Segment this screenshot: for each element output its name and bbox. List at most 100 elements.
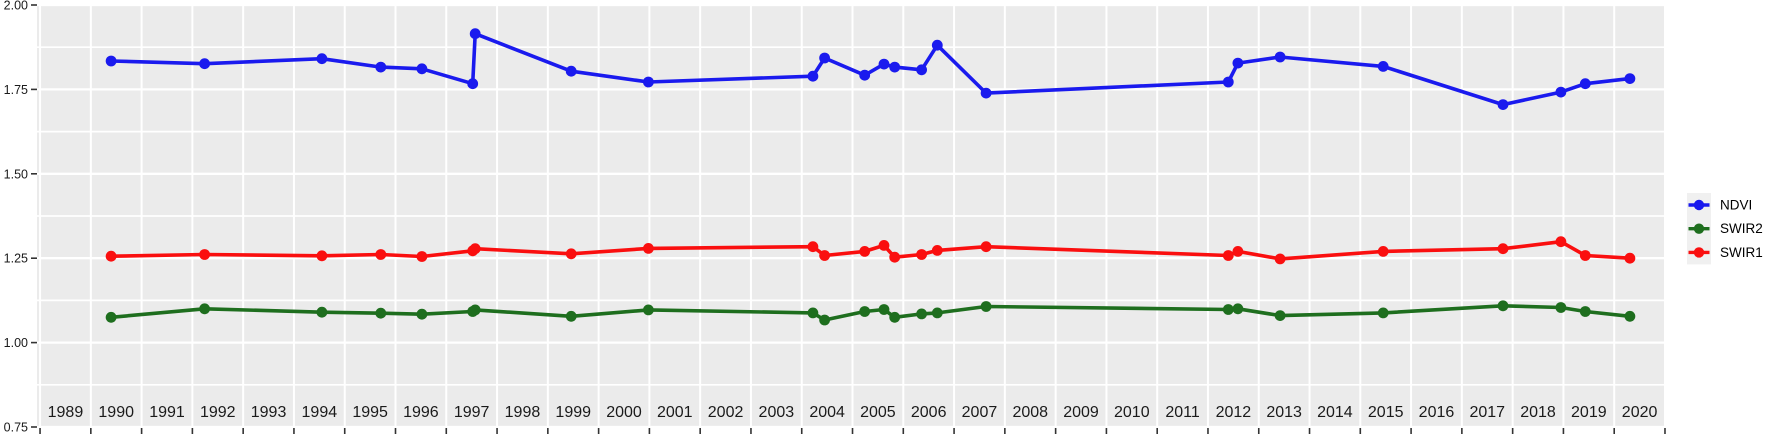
data-point-SWIR1	[105, 250, 117, 262]
y-axis-labels: 2.00 1.75 1.50 1.25 1.00 0.75	[4, 0, 28, 435]
data-point-SWIR1	[931, 245, 943, 256]
data-point-SWIR2	[931, 307, 943, 319]
legend-entry-SWIR1: SWIR1	[1687, 240, 1763, 265]
x-axis-label: 2002	[708, 404, 744, 421]
legend-key-point	[1693, 247, 1705, 258]
data-point-SWIR2	[1222, 304, 1234, 315]
x-axis-label: 2001	[657, 404, 693, 421]
y-axis-label: 1.50	[4, 167, 28, 181]
data-point-NDVI	[1274, 51, 1286, 63]
data-point-SWIR2	[819, 314, 830, 326]
data-point-SWIR2	[316, 306, 328, 318]
data-point-SWIR2	[416, 308, 428, 320]
x-axis-label: 2015	[1368, 404, 1404, 421]
data-point-NDVI	[1377, 61, 1389, 72]
x-axis-label: 2000	[606, 404, 642, 421]
data-point-SWIR2	[916, 308, 927, 320]
data-point-SWIR2	[643, 304, 654, 316]
data-point-SWIR1	[807, 241, 819, 253]
data-point-SWIR1	[1377, 246, 1389, 257]
data-point-NDVI	[931, 39, 943, 51]
x-axis-label: 2007	[962, 404, 998, 421]
data-point-SWIR2	[1555, 302, 1567, 313]
x-axis-label: 2003	[759, 404, 795, 421]
data-point-NDVI	[416, 63, 428, 75]
data-point-SWIR1	[1232, 246, 1244, 257]
data-point-NDVI	[980, 87, 992, 99]
data-point-SWIR1	[643, 243, 654, 254]
data-point-SWIR1	[565, 248, 577, 260]
data-point-SWIR1	[316, 250, 328, 262]
data-point-SWIR1	[1222, 250, 1234, 261]
data-point-SWIR1	[1497, 243, 1509, 255]
data-point-NDVI	[199, 58, 211, 70]
data-point-NDVI	[565, 65, 577, 77]
x-axis-label: 1991	[149, 404, 185, 421]
x-axis-label: 1998	[505, 404, 541, 421]
data-point-NDVI	[316, 53, 328, 65]
data-point-SWIR1	[416, 251, 428, 262]
x-axis-label: 2009	[1063, 404, 1099, 421]
data-point-SWIR1	[469, 243, 481, 255]
data-point-SWIR2	[1274, 310, 1286, 321]
series-SWIR1	[105, 236, 1636, 265]
data-point-SWIR1	[1555, 236, 1567, 248]
data-point-SWIR2	[878, 304, 890, 315]
x-axis-label: 2006	[911, 404, 947, 421]
x-axis-label: 2019	[1571, 404, 1607, 421]
x-axis-label: 2010	[1114, 404, 1150, 421]
data-point-SWIR2	[199, 303, 211, 315]
x-axis-label: 2013	[1266, 404, 1302, 421]
x-axis-label: 2017	[1469, 404, 1505, 421]
data-point-SWIR2	[1579, 306, 1591, 317]
x-axis-label: 2005	[860, 404, 896, 421]
data-point-SWIR1	[1624, 252, 1636, 264]
x-axis-label: 2016	[1419, 404, 1455, 421]
series-SWIR2	[105, 300, 1636, 326]
legend-entry-SWIR2: SWIR2	[1687, 216, 1763, 241]
data-point-SWIR1	[916, 249, 927, 260]
data-point-SWIR2	[469, 304, 481, 316]
legend-entry-NDVI: NDVI	[1687, 193, 1752, 217]
legend-label-NDVI: NDVI	[1720, 198, 1752, 213]
data-point-SWIR2	[1497, 300, 1509, 312]
data-point-SWIR2	[1232, 303, 1244, 315]
data-point-NDVI	[916, 64, 927, 76]
data-point-NDVI	[467, 78, 479, 90]
data-point-NDVI	[1497, 99, 1509, 110]
data-point-NDVI	[859, 69, 871, 81]
data-point-NDVI	[889, 61, 901, 73]
data-point-SWIR1	[1579, 250, 1591, 261]
data-point-NDVI	[878, 58, 890, 70]
legend-key-point	[1693, 199, 1705, 211]
data-point-NDVI	[1555, 86, 1567, 98]
data-point-SWIR1	[1274, 253, 1286, 265]
data-point-NDVI	[105, 55, 117, 67]
x-axis-label: 1989	[48, 404, 84, 421]
x-axis-label: 2020	[1622, 404, 1658, 421]
legend-label-SWIR2: SWIR2	[1720, 221, 1763, 236]
x-axis-label: 1997	[454, 404, 490, 421]
data-point-SWIR1	[889, 251, 901, 263]
data-point-SWIR2	[859, 306, 871, 317]
data-point-NDVI	[1624, 73, 1636, 84]
data-point-NDVI	[1222, 76, 1234, 88]
data-point-NDVI	[1579, 78, 1591, 90]
data-point-SWIR2	[980, 301, 992, 312]
data-point-SWIR1	[199, 249, 211, 260]
data-point-SWIR1	[878, 240, 890, 251]
x-axis-label: 1999	[555, 404, 591, 421]
x-axis-label: 2018	[1520, 404, 1556, 421]
x-axis-label: 1990	[98, 404, 134, 421]
data-point-SWIR2	[1377, 307, 1389, 319]
y-axis-label: 2.00	[4, 0, 28, 13]
x-axis-labels: 1989 1990 1991 1992 1993 1994 1995 1996 1997 1998…	[48, 404, 1658, 421]
y-axis-label: 1.75	[4, 83, 28, 97]
x-axis-label: 1995	[352, 404, 388, 421]
legend: NDVI SWIR2 SWIR1	[1687, 193, 1763, 265]
data-point-SWIR1	[859, 246, 871, 257]
y-axis-label: 1.00	[4, 336, 28, 350]
data-point-SWIR2	[889, 311, 901, 323]
data-point-SWIR1	[819, 250, 830, 261]
